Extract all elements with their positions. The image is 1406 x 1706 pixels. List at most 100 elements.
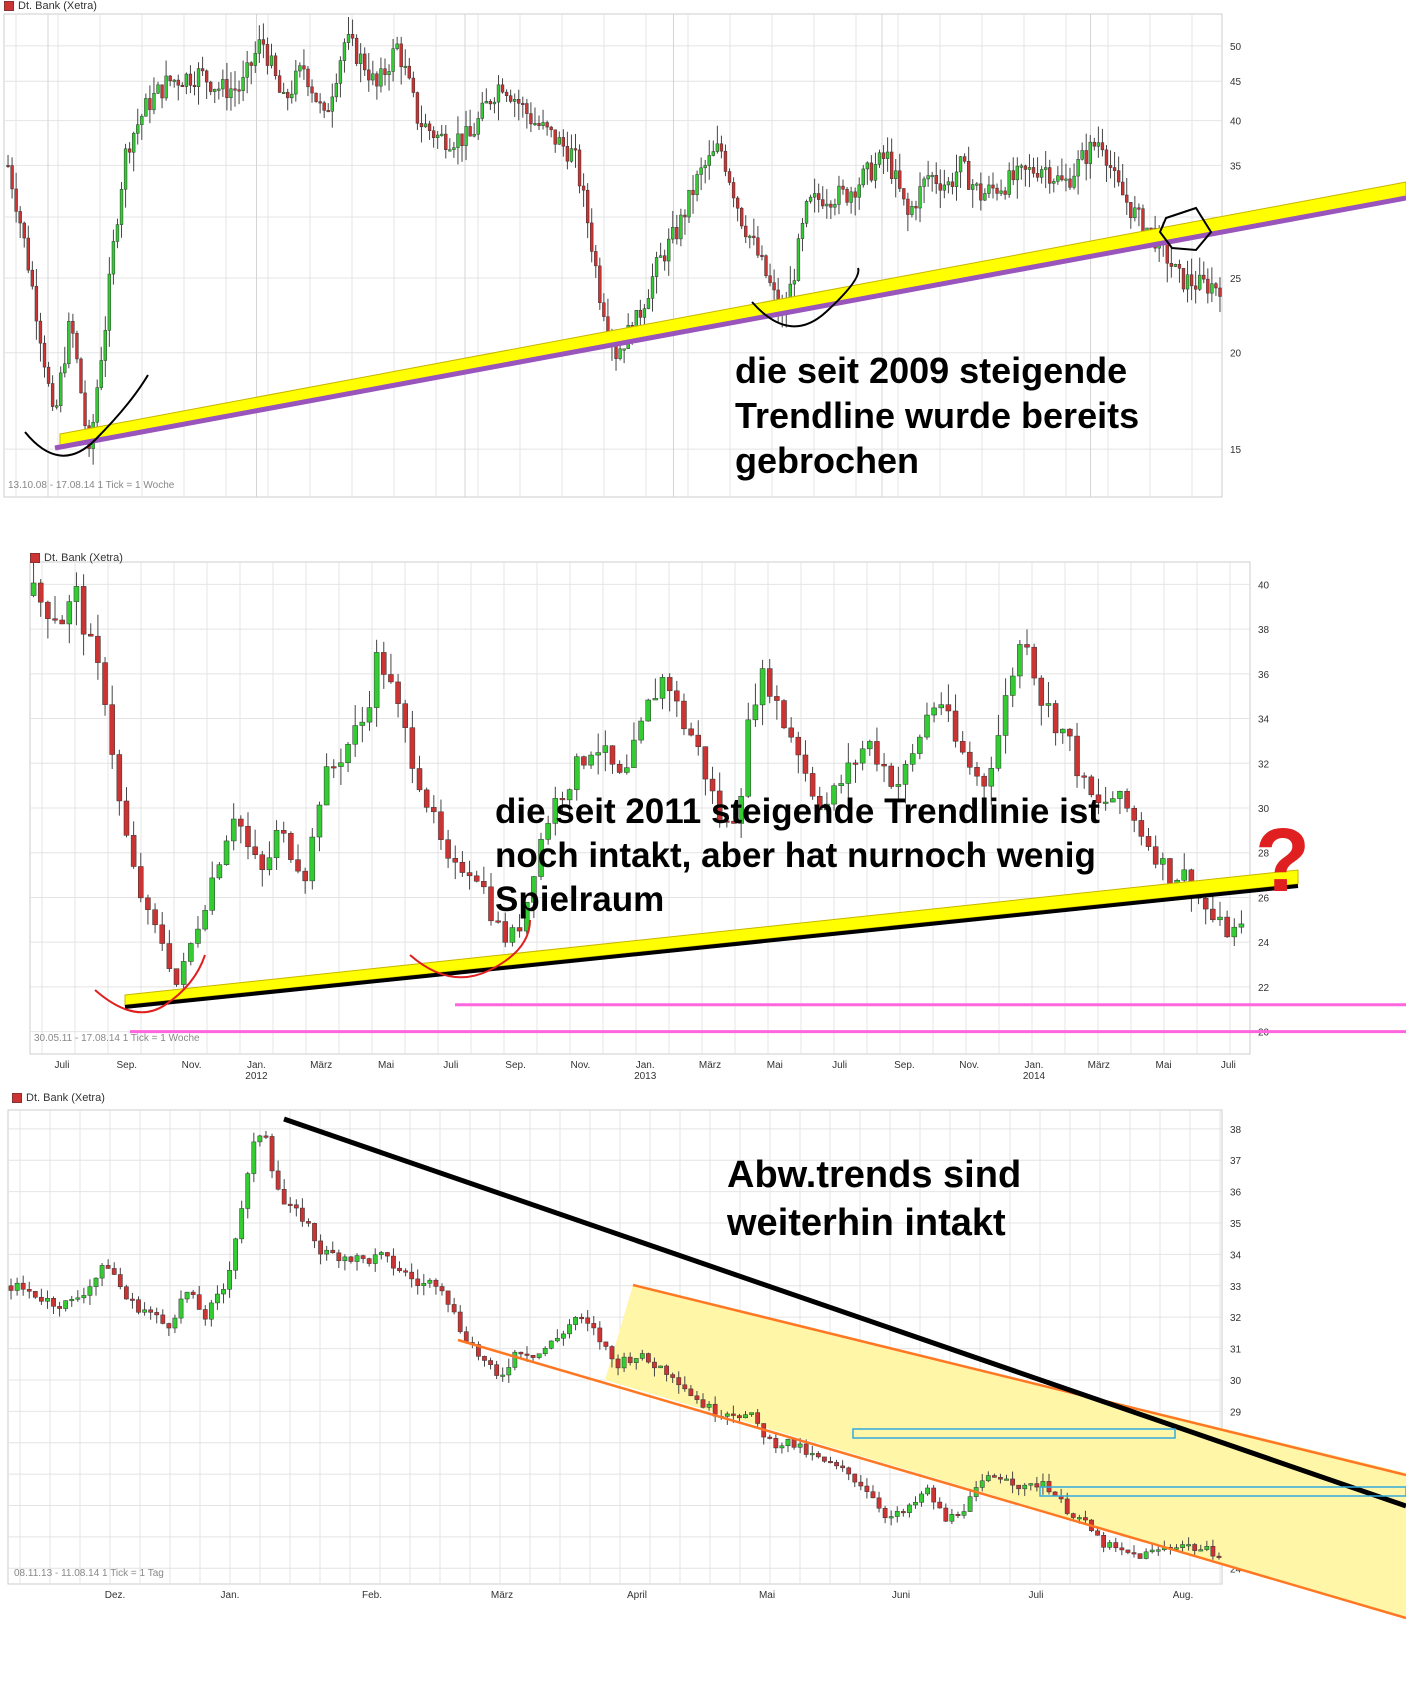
candle-down: [300, 1207, 305, 1222]
candle-up: [1064, 178, 1068, 181]
candle-up: [654, 257, 659, 277]
candle-down: [995, 187, 999, 194]
candle-down: [494, 1364, 500, 1376]
candle-up: [724, 1413, 730, 1417]
candle-down: [731, 820, 737, 824]
candle-down: [767, 1436, 773, 1439]
candle-up: [699, 167, 703, 175]
y-tick-label: 36: [1230, 1188, 1242, 1199]
y-tick-label: 29: [1230, 1407, 1242, 1418]
candle-up: [230, 818, 237, 842]
candle-up: [1155, 1549, 1161, 1552]
candle-down: [249, 62, 253, 66]
candle-down: [80, 586, 87, 635]
candle-down: [45, 601, 51, 619]
candle-up: [1015, 165, 1019, 181]
candle-up: [152, 93, 156, 111]
candle-down: [615, 1358, 621, 1369]
y-tick-label: 26: [1258, 893, 1270, 904]
candle-down: [573, 148, 578, 151]
x-tick-label: Feb.: [362, 1590, 382, 1601]
candle-up: [30, 582, 37, 596]
candle-up: [922, 178, 926, 187]
candle-up: [1160, 858, 1166, 865]
y-tick-label: 40: [1258, 580, 1270, 591]
candle-down: [609, 745, 616, 765]
candle-up: [1007, 170, 1011, 195]
candle-down: [383, 68, 387, 75]
x-tick-label: Juli: [1221, 1060, 1236, 1071]
candle-down: [597, 1327, 603, 1343]
downtrend-line: [283, 1116, 1406, 1509]
candle-down: [683, 214, 687, 218]
candle-up: [954, 171, 959, 187]
candle-up: [132, 133, 136, 153]
candle-down: [1038, 677, 1045, 706]
y-tick-label: 38: [1258, 625, 1270, 636]
level-box: [1039, 1486, 1406, 1497]
candle-down: [427, 123, 432, 131]
candle-down: [166, 943, 173, 969]
candle-down: [702, 746, 709, 780]
candle-down: [991, 184, 995, 189]
candle-down: [874, 741, 880, 765]
candle-up: [845, 762, 852, 784]
candle-down: [1224, 916, 1230, 938]
candle-up: [346, 34, 351, 43]
y-tick-label: 24: [1258, 938, 1270, 949]
candle-down: [755, 1412, 761, 1424]
candle-down: [416, 768, 423, 791]
candle-down: [482, 1356, 487, 1361]
candle-down: [302, 65, 306, 70]
candle-up: [652, 698, 659, 701]
candle-up: [480, 102, 484, 119]
legend-3: Dt. Bank (Xetra): [12, 1092, 105, 1104]
candle-down: [723, 150, 728, 172]
candle-down: [488, 101, 493, 105]
candle-down: [330, 1249, 336, 1254]
candle-up: [1072, 175, 1076, 188]
candle-down: [616, 764, 623, 773]
candle-down: [1035, 173, 1040, 178]
candle-up: [1019, 165, 1024, 168]
candle-down: [1100, 142, 1105, 151]
candle-up: [448, 149, 452, 152]
candle-down: [431, 807, 437, 813]
candle-up: [188, 943, 194, 962]
candle-up: [1080, 150, 1084, 160]
candle-down: [287, 1203, 293, 1206]
candle-down: [160, 1314, 166, 1324]
candle-down: [950, 181, 955, 187]
candle-up: [983, 193, 987, 201]
candle-up: [873, 164, 878, 181]
candle-down: [881, 152, 886, 159]
candle-down: [59, 619, 65, 625]
candle-up: [894, 170, 898, 180]
candle-down: [1003, 190, 1007, 195]
candle-up: [1198, 274, 1202, 290]
candle-down: [259, 854, 266, 871]
candle-down: [385, 1252, 390, 1257]
candle-up: [645, 699, 651, 722]
candle-up: [573, 1317, 578, 1325]
candle-up: [752, 704, 759, 721]
x-tick-label: Nov.: [570, 1060, 590, 1071]
candle-down: [399, 43, 403, 68]
candle-down: [1124, 791, 1130, 809]
candle-down: [788, 727, 794, 738]
candle-down: [772, 282, 776, 291]
candle-down: [360, 1255, 366, 1259]
candle-down: [1216, 1555, 1222, 1558]
candle-up: [136, 124, 140, 134]
candle-up: [646, 298, 651, 309]
candle-down: [945, 704, 952, 712]
candle-up: [949, 1514, 955, 1522]
hand-curve: [24, 374, 149, 457]
candle-down: [495, 920, 501, 923]
candle-down: [37, 582, 44, 603]
range-label-1: 13.10.08 - 17.08.14 1 Tick = 1 Woche: [8, 480, 175, 491]
candle-up: [985, 1475, 991, 1482]
chart-panel-2: Dt. Bank (Xetra) 2022242628303234363840J…: [0, 550, 1406, 1080]
candle-up: [1045, 703, 1052, 706]
x-tick-label: Dez.: [105, 1590, 126, 1601]
